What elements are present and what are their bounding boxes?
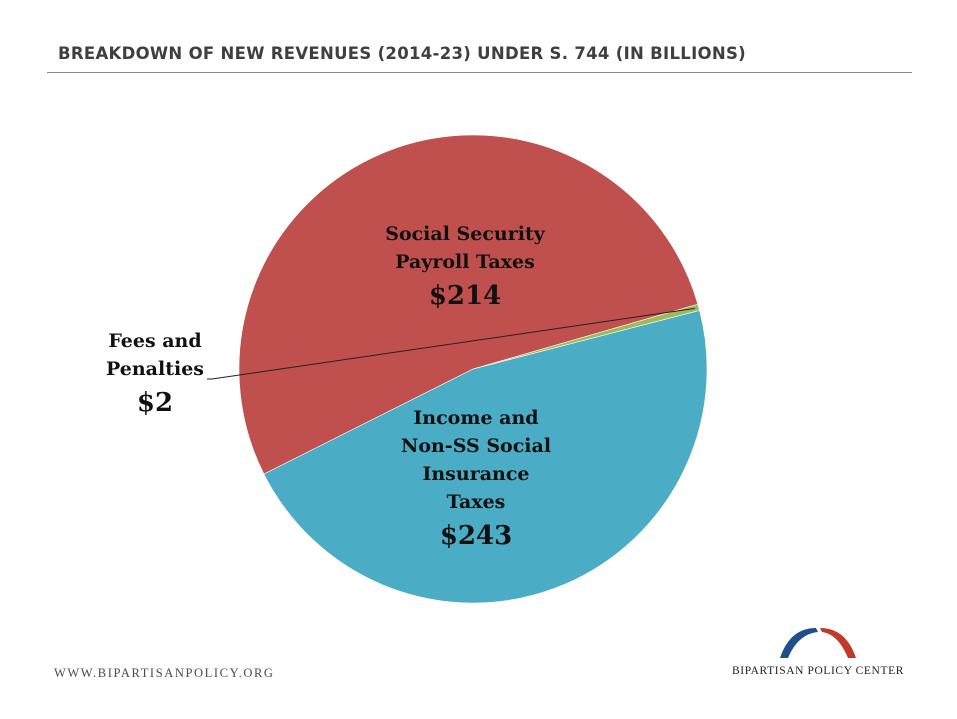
organization-logo: BIPARTISAN POLICY CENTER: [728, 622, 908, 682]
title-divider: [47, 72, 912, 73]
slice-value-0: $214: [429, 281, 501, 311]
slice-label-0-line-0: Social Security: [385, 223, 546, 245]
slice-label-2-line-1: Penalties: [106, 358, 204, 380]
slice-value-1: $243: [440, 521, 512, 551]
slice-label-2-line-0: Fees and: [108, 330, 201, 352]
logo-arch-blue: [780, 628, 818, 658]
pie-slice-1: [238, 134, 699, 475]
chart-title: BREAKDOWN OF NEW REVENUES (2014-23) UNDE…: [58, 44, 747, 63]
pie-slice-2: [472, 303, 700, 370]
slice-label-1-line-0: Income and: [413, 407, 538, 429]
website-url[interactable]: WWW.BIPARTISANPOLICY.ORG: [54, 666, 275, 680]
logo-arch-icon: [780, 628, 856, 658]
slice-label-0-line-1: Payroll Taxes: [395, 251, 535, 273]
slice-label-1-line-1: Non-SS Social: [401, 435, 551, 457]
logo-arch-red: [820, 628, 856, 658]
slice-label-1-line-2: Insurance: [422, 463, 529, 485]
logo-text: BIPARTISAN POLICY CENTER: [732, 665, 904, 677]
pie-slice-0: [263, 310, 708, 604]
leader-line-2: [207, 307, 695, 380]
slice-value-2: $2: [137, 388, 173, 418]
slice-label-1-line-3: Taxes: [447, 491, 506, 513]
